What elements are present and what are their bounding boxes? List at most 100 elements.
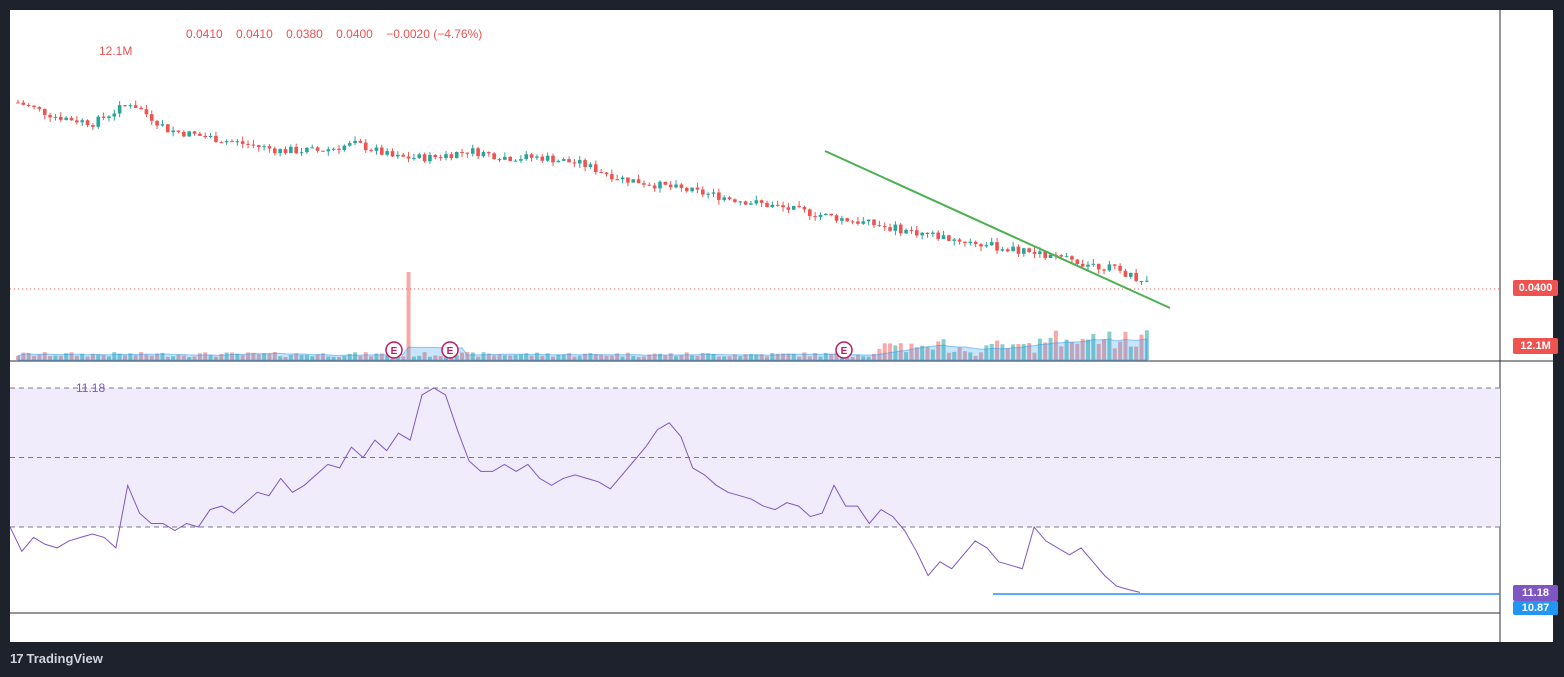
candle-body (380, 147, 384, 155)
candle-body (947, 235, 951, 241)
volume-bar (278, 356, 283, 360)
candle-body (32, 105, 36, 108)
volume-bar (834, 352, 839, 360)
volume-bar (962, 351, 967, 360)
volume-bar (518, 354, 523, 360)
candle-body (834, 215, 839, 221)
rsi-level-tag: 10.87 (1513, 601, 1558, 615)
volume-bar (534, 352, 539, 360)
candle-body (374, 147, 379, 151)
candle-body (781, 205, 785, 208)
candle-body (246, 143, 250, 145)
candle-body (331, 148, 336, 150)
candle-body (363, 142, 368, 151)
candle-body (577, 160, 582, 164)
volume-bar (481, 352, 486, 360)
volume-bar (556, 354, 561, 360)
volume-bar (123, 355, 127, 360)
volume-bar (946, 352, 951, 360)
candle-body (42, 108, 47, 115)
volume-bar (952, 351, 957, 360)
volume-bar (861, 356, 866, 360)
volume-bar (304, 354, 309, 360)
candle-body (733, 199, 737, 203)
candle-body (931, 232, 935, 234)
volume-bar (160, 352, 165, 360)
candle-body (342, 145, 347, 151)
candle-body (1064, 256, 1069, 258)
ohlc-legend: 0.0410 0.0410 0.0380 0.0400 −0.0020 (−4.… (186, 27, 492, 41)
candle-body (925, 232, 930, 234)
candle-body (631, 179, 636, 183)
volume-bar (807, 356, 812, 360)
volume-bar (609, 355, 614, 360)
candle-body (567, 159, 571, 163)
candle-body (963, 241, 967, 243)
candle-body (289, 146, 293, 154)
volume-bar (476, 356, 481, 360)
chart-area[interactable]: E E E 0.0410 0.0410 0.0380 0.0400 −0.0020 … (10, 10, 1558, 642)
candle-body (69, 117, 74, 121)
volume-bar (973, 355, 978, 360)
candle-body (417, 154, 422, 158)
volume-bar (888, 343, 893, 360)
candle-body (626, 177, 630, 183)
candle-body (615, 179, 619, 181)
candle-body (968, 241, 973, 243)
volume-ma-area (17, 338, 1148, 361)
tradingview-logo[interactable]: 17 TradingView (10, 651, 103, 666)
volume-bar (42, 352, 47, 360)
volume-bar (577, 355, 582, 360)
last-price-tag: 0.0400 (1513, 280, 1558, 296)
candle-body (636, 179, 641, 184)
candle-body (1016, 246, 1021, 254)
volume-bar (246, 352, 251, 360)
volume-bar (818, 356, 823, 360)
volume-bar (48, 356, 53, 360)
candle-body (299, 152, 304, 154)
volume-bar (545, 353, 550, 360)
candle-body (893, 224, 898, 231)
candle-body (668, 184, 673, 188)
candle-body (21, 102, 26, 105)
volume-bar (251, 352, 256, 360)
candle-body (16, 102, 20, 104)
volume-bar (989, 344, 994, 360)
volume-bar (615, 353, 620, 360)
candle-body (91, 125, 95, 127)
candle-body (139, 107, 143, 110)
candle-body (321, 150, 325, 152)
candle-body (1059, 255, 1064, 257)
candle-body (182, 131, 186, 137)
volume-bar (754, 354, 759, 360)
volume-bar (631, 356, 636, 360)
candle-body (497, 159, 502, 161)
candle-body (572, 162, 577, 164)
earnings-marker-icon (441, 341, 459, 359)
volume-bar (508, 355, 513, 360)
legend-open: 0.0410 (186, 27, 223, 41)
volume-bar (690, 355, 695, 360)
candle-body (1091, 263, 1096, 265)
volume-bar (203, 352, 208, 360)
volume-bar (1091, 333, 1096, 360)
candle-body (545, 155, 550, 161)
candle-body (717, 192, 721, 200)
volume-bar (112, 352, 117, 360)
candle-body (1075, 259, 1080, 264)
candle-body (995, 242, 999, 251)
volume-bar (775, 353, 780, 360)
candle-body (1038, 251, 1042, 254)
candle-body (620, 177, 625, 180)
earnings-marker-icon (835, 341, 853, 359)
candle-body (866, 219, 871, 222)
volume-bar (1021, 344, 1026, 360)
last-volume-tag: 12.1M (1513, 338, 1558, 354)
candle-body (979, 244, 983, 247)
volume-bar (417, 355, 422, 360)
volume-bar (920, 345, 925, 360)
volume-bar (454, 355, 459, 360)
candle-body (460, 151, 464, 153)
volume-bar (524, 353, 529, 360)
